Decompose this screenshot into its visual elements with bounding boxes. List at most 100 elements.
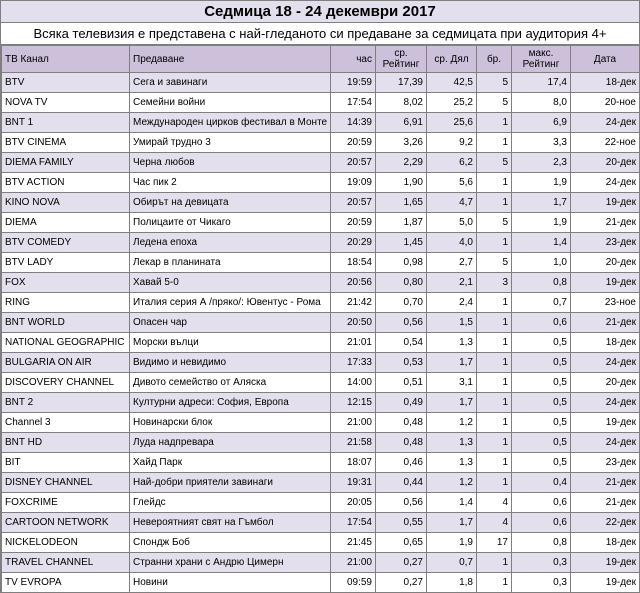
cell-channel: FOXCRIME [1,492,130,513]
cell-share: 1,2 [426,412,477,433]
cell-count: 1 [476,452,512,473]
cell-count: 1 [476,352,512,373]
cell-share: 3,1 [426,372,477,393]
table-row: BTV Сега и завинаги 19:59 17,39 42,5 5 17,4 18-… [1,72,640,93]
cell-time: 20:05 [330,492,376,513]
cell-time: 19:31 [330,472,376,493]
cell-time: 20:59 [330,212,376,233]
cell-show: Видимо и невидимо [129,352,331,373]
cell-date: 23-дек [570,232,640,253]
cell-rating: 0,56 [375,312,427,333]
cell-channel: BTV COMEDY [1,232,130,253]
cell-time: 21:01 [330,332,376,353]
cell-rating: 2,29 [375,152,427,173]
cell-count: 17 [476,532,512,553]
cell-show: Час пик 2 [129,172,331,193]
cell-share: 25,2 [426,92,477,113]
cell-count: 1 [476,372,512,393]
cell-show: Международен цирков фестивал в Монте Кар… [129,112,331,133]
cell-channel: BTV LADY [1,252,130,273]
cell-channel: CARTOON NETWORK [1,512,130,533]
cell-show: Италия серия А /пряко/: Ювентус - Рома [129,292,331,313]
cell-count: 5 [476,152,512,173]
cell-time: 17:54 [330,512,376,533]
cell-channel: BTV [1,72,130,93]
cell-channel: DISNEY CHANNEL [1,472,130,493]
cell-share: 9,2 [426,132,477,153]
cell-count: 1 [476,412,512,433]
cell-show: Лекар в планината [129,252,331,273]
cell-date: 21-дек [570,212,640,233]
col-header-time: час [330,45,376,73]
cell-channel: BTV ACTION [1,172,130,193]
cell-max-rating: 0,5 [511,392,571,413]
cell-show: Луда надпревара [129,432,331,453]
cell-show: Странни храни с Андрю Цимерн [129,552,331,573]
cell-rating: 0,48 [375,432,427,453]
table-row: TV EVROPA Новини 09:59 0,27 1,8 1 0,3 19-дек [1,572,640,593]
cell-time: 21:58 [330,432,376,453]
cell-max-rating: 0,3 [511,572,571,593]
cell-max-rating: 0,6 [511,512,571,533]
cell-show: Културни адреси: София, Европа [129,392,331,413]
cell-date: 24-дек [570,172,640,193]
cell-channel: FOX [1,272,130,293]
cell-count: 1 [476,192,512,213]
cell-count: 4 [476,492,512,513]
table-row: FOX Хавай 5-0 20:56 0,80 2,1 3 0,8 19-дек [1,272,640,293]
cell-time: 20:59 [330,132,376,153]
cell-time: 20:50 [330,312,376,333]
cell-rating: 0,44 [375,472,427,493]
cell-channel: TV EVROPA [1,572,130,593]
cell-time: 21:45 [330,532,376,553]
cell-share: 1,3 [426,452,477,473]
cell-count: 1 [476,432,512,453]
cell-date: 21-дек [570,492,640,513]
table-row: DISCOVERY CHANNEL Дивото семейство от Аля… [1,372,640,393]
cell-channel: BNT HD [1,432,130,453]
table-row: BULGARIA ON AIR Видимо и невидимо 17:33 0,5… [1,352,640,373]
cell-date: 19-дек [570,412,640,433]
cell-show: Новинарски блок [129,412,331,433]
cell-share: 1,8 [426,572,477,593]
cell-show: Черна любов [129,152,331,173]
cell-date: 24-дек [570,432,640,453]
cell-show: Най-добри приятели завинаги [129,472,331,493]
cell-date: 23-ное [570,292,640,313]
cell-show: Морски вълци [129,332,331,353]
cell-count: 1 [476,332,512,353]
cell-max-rating: 1,9 [511,212,571,233]
header-row: ТВ Канал Предаване час ср. Рейтинг ср. Д… [1,45,640,73]
table-row: DIEMA FAMILY Черна любов 20:57 2,29 6,2 5 2,3 2… [1,152,640,173]
cell-channel: DISCOVERY CHANNEL [1,372,130,393]
cell-date: 24-дек [570,392,640,413]
table-row: NATIONAL GEOGRAPHIC Морски вълци 21:01 0,54… [1,332,640,353]
cell-rating: 0,27 [375,552,427,573]
table-row: NICKELODEON Спондж Боб 21:45 0,65 1,9 17 0,8 18… [1,532,640,553]
cell-date: 24-дек [570,352,640,373]
cell-count: 1 [476,112,512,133]
cell-max-rating: 17,4 [511,72,571,93]
cell-rating: 0,70 [375,292,427,313]
cell-max-rating: 1,0 [511,252,571,273]
sheet-title: Седмица 18 - 24 декември 2017 [1,0,639,23]
cell-count: 1 [476,572,512,593]
col-header-channel: ТВ Канал [1,45,130,73]
cell-max-rating: 0,5 [511,352,571,373]
cell-show: Полицаите от Чикаго [129,212,331,233]
table-row: DIEMA Полицаите от Чикаго 20:59 1,87 5,0 5 1,9… [1,212,640,233]
cell-max-rating: 0,6 [511,312,571,333]
cell-count: 5 [476,212,512,233]
col-header-max-rating: макс. Рейтинг [511,45,571,73]
cell-rating: 0,56 [375,492,427,513]
cell-rating: 0,27 [375,572,427,593]
cell-rating: 0,53 [375,352,427,373]
cell-show: Спондж Боб [129,532,331,553]
cell-max-rating: 0,8 [511,532,571,553]
cell-channel: NOVA TV [1,92,130,113]
cell-share: 1,7 [426,392,477,413]
cell-show: Новини [129,572,331,593]
cell-show: Обирът на девицата [129,192,331,213]
table-row: DISNEY CHANNEL Най-добри приятели завинаг… [1,472,640,493]
